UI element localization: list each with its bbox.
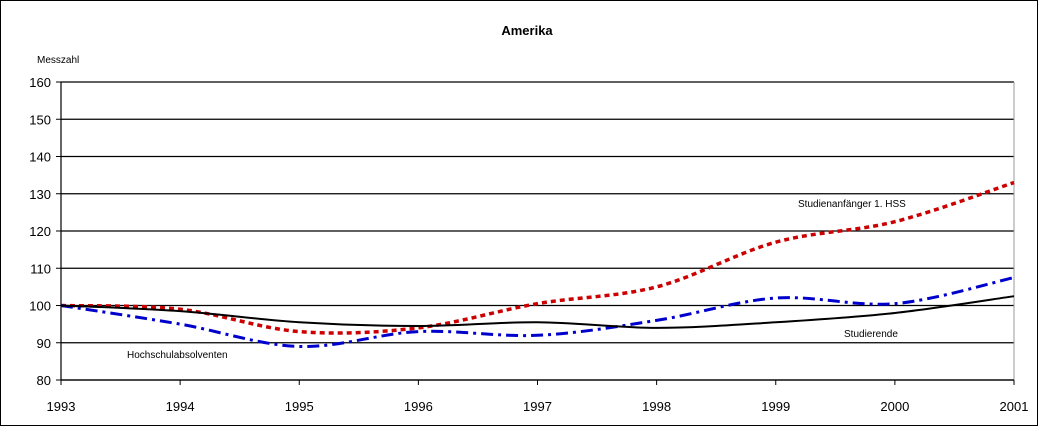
x-tick-label: 1996 xyxy=(404,399,433,414)
x-tick-label: 1995 xyxy=(285,399,314,414)
y-axis-label: Messzahl xyxy=(37,55,79,66)
y-tick-label: 90 xyxy=(37,336,51,351)
y-tick-label: 140 xyxy=(29,150,51,165)
y-tick-labels: 80 90 100 110 120 130 140 150 160 xyxy=(29,75,51,388)
y-tick-label: 160 xyxy=(29,75,51,90)
y-tick-label: 80 xyxy=(37,373,51,388)
series-label-studierende: Studierende xyxy=(844,329,898,340)
gridlines xyxy=(61,81,1014,381)
y-tick-label: 150 xyxy=(29,112,51,127)
x-tick-label: 1998 xyxy=(642,399,671,414)
x-tick-labels: 1993 1994 1995 1996 1997 1998 1999 2000 2001 xyxy=(47,399,1029,414)
series-line-3 xyxy=(60,295,1015,329)
x-tick-label: 1993 xyxy=(47,399,76,414)
x-tick-label: 1997 xyxy=(523,399,552,414)
y-tick-label: 100 xyxy=(29,299,51,314)
series-line-1 xyxy=(60,180,1015,335)
series-line-2 xyxy=(60,276,1015,348)
x-tick-label: 1999 xyxy=(761,399,790,414)
y-tick-label: 120 xyxy=(29,224,51,239)
y-tick-label: 130 xyxy=(29,187,51,202)
chart-title: Amerika xyxy=(501,23,553,38)
x-tick-label: 2001 xyxy=(1000,399,1029,414)
y-tick-label: 110 xyxy=(30,261,51,276)
series-label-studienanfaenger: Studienanfänger 1. HSS xyxy=(798,199,906,210)
x-tick-label: 2000 xyxy=(880,399,909,414)
x-tick-label: 1994 xyxy=(166,399,195,414)
series-lines xyxy=(60,180,1015,348)
axes xyxy=(56,81,1015,385)
series-label-hochschulabsolventen: Hochschulabsolventen xyxy=(127,350,228,361)
